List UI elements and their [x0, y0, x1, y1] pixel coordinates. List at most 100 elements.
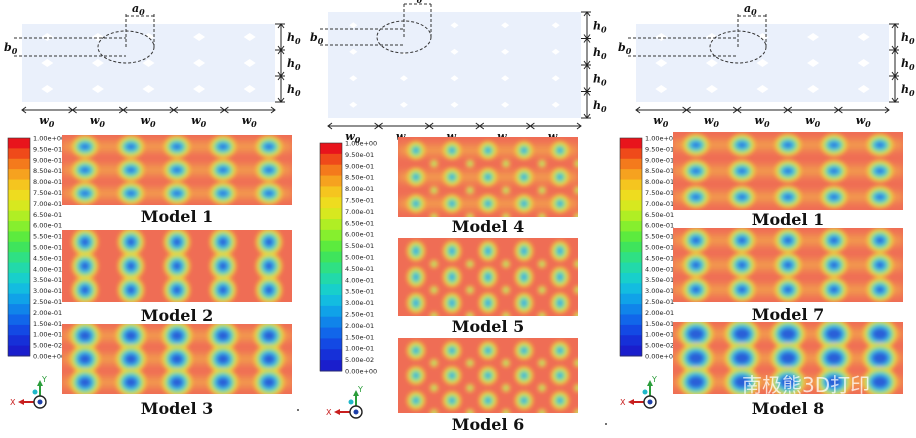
stress-minor-core: [540, 361, 544, 365]
heatmap-model-7: [673, 228, 903, 302]
h0-label-symbol: h: [901, 57, 909, 70]
heatmap-model-2: [62, 230, 292, 302]
legend-color-swatch: [8, 158, 30, 170]
pore-diamond: [807, 59, 820, 67]
legend-color-swatch: [8, 169, 30, 181]
pore-diamond: [41, 59, 54, 67]
pore-diamond: [756, 59, 769, 67]
stress-minor-core: [468, 288, 472, 292]
stress-core-deep: [415, 399, 417, 402]
legend-color-swatch: [8, 304, 30, 315]
legend-tick-label: 9.50e-01: [33, 145, 62, 153]
stress-core-deep: [523, 399, 525, 402]
legend-color-swatch: [8, 221, 30, 232]
stress-core-deep: [826, 376, 842, 388]
pore-diamond: [349, 101, 358, 108]
legend-tick-label: 2.50e-01: [33, 298, 62, 306]
w0-label-subscript: 0: [713, 119, 719, 129]
stress-minor-core: [540, 188, 544, 193]
stress-minor-core: [576, 361, 578, 365]
legend-color-swatch: [8, 210, 30, 222]
legend-tick-label: 2.00e-01: [645, 309, 674, 317]
pore-diamond: [655, 33, 668, 41]
model-label-6: Model 6: [452, 415, 525, 434]
stress-core-deep: [265, 191, 273, 196]
w0-dimension-arrow-head-left: [71, 106, 77, 114]
heatmap-model-8: [673, 322, 903, 394]
heatmap-model-8-contour: [673, 322, 903, 394]
stress-core-deep: [876, 286, 884, 293]
w0-label-symbol: w: [447, 130, 457, 143]
w0-dimension-arrow-head-right: [576, 122, 582, 130]
stress-core-deep: [487, 176, 489, 178]
stress-minor-core: [432, 314, 436, 316]
stress-minor-core: [576, 262, 578, 266]
stress-core-deep: [738, 237, 746, 244]
b0-label-subscript: 0: [626, 46, 632, 56]
pore-diamond: [349, 48, 358, 55]
legend-color-swatch: [8, 241, 30, 253]
legend-right: 1.00e+00 9.50e-01 9.00e-01 8.50e-01 8.00e-01…: [619, 135, 677, 361]
w0-label-subscript: 0: [355, 135, 361, 145]
stress-minor-core: [576, 288, 578, 292]
w0-label-subscript: 0: [150, 119, 156, 129]
heatmap-model-5-contour: [398, 238, 578, 316]
stress-minor-core: [540, 161, 544, 166]
stress-core-deep: [415, 276, 417, 278]
stress-minor-core: [540, 386, 544, 390]
legend-tick-label: 3.00e-01: [645, 287, 674, 295]
pore-diamond: [807, 85, 820, 93]
legend-tick-label: 5.50e-01: [345, 242, 374, 250]
legend-tick-label: 8.50e-01: [33, 167, 62, 175]
stress-core-deep: [738, 195, 746, 199]
legend-color-swatch: [620, 252, 642, 264]
model-label-1-right: Model 1: [752, 210, 825, 229]
w0-label: w0: [755, 114, 770, 129]
stress-core-deep: [559, 149, 561, 152]
b0-label-symbol: b: [618, 41, 626, 54]
stress-core-deep: [559, 374, 561, 377]
b0-label-symbol: b: [310, 31, 318, 44]
stress-core-deep: [125, 354, 137, 364]
pore-diamond: [193, 59, 206, 67]
legend-color-swatch: [320, 175, 342, 187]
pore-diamond: [807, 33, 820, 41]
stress-core-deep: [81, 191, 89, 196]
w0-dimension-arrow-head-left: [736, 106, 742, 114]
legend-color-swatch: [620, 210, 642, 222]
pore-diamond: [705, 85, 718, 93]
pore-diamond: [551, 101, 560, 108]
legend-tick-label: 6.00e-01: [345, 231, 374, 239]
legend-color-swatch: [620, 345, 642, 357]
stress-minor-core: [504, 215, 508, 217]
stress-minor-core: [504, 288, 508, 292]
w0-dimension-arrow-head-right: [270, 106, 276, 114]
a0-label: a0: [132, 2, 145, 17]
stress-core-deep: [784, 195, 792, 199]
w0-label-subscript: 0: [815, 119, 821, 129]
legend-tick-label: 5.00e-01: [33, 244, 62, 252]
stress-core-deep: [219, 262, 227, 270]
w0-label-subscript: 0: [764, 119, 770, 129]
legend-tick-label: 5.50e-01: [645, 233, 674, 241]
h0-label-subscript: 0: [295, 36, 301, 46]
heatmap-model-6-contour: [398, 338, 578, 413]
w0-label-subscript: 0: [251, 119, 257, 129]
stress-minor-core: [576, 314, 578, 316]
stress-core-deep: [692, 143, 700, 147]
stress-core-deep: [692, 286, 700, 293]
a0-label-symbol: a: [744, 2, 751, 15]
stress-minor-core: [432, 386, 436, 390]
b0-label-subscript: 0: [318, 36, 324, 46]
stress-core-deep: [451, 302, 453, 304]
legend-tick-label: 6.50e-01: [645, 211, 674, 219]
a0-label-subscript: 0: [139, 7, 145, 17]
stress-core-deep: [265, 144, 273, 149]
w0-dimension-arrow-head-left: [529, 122, 535, 130]
stress-core-deep: [127, 168, 135, 172]
stress-core-deep: [872, 328, 888, 340]
w0-label: w0: [141, 114, 156, 129]
stress-core-deep: [487, 202, 489, 205]
stress-core-deep: [780, 328, 796, 340]
stress-minor-core: [468, 411, 472, 413]
